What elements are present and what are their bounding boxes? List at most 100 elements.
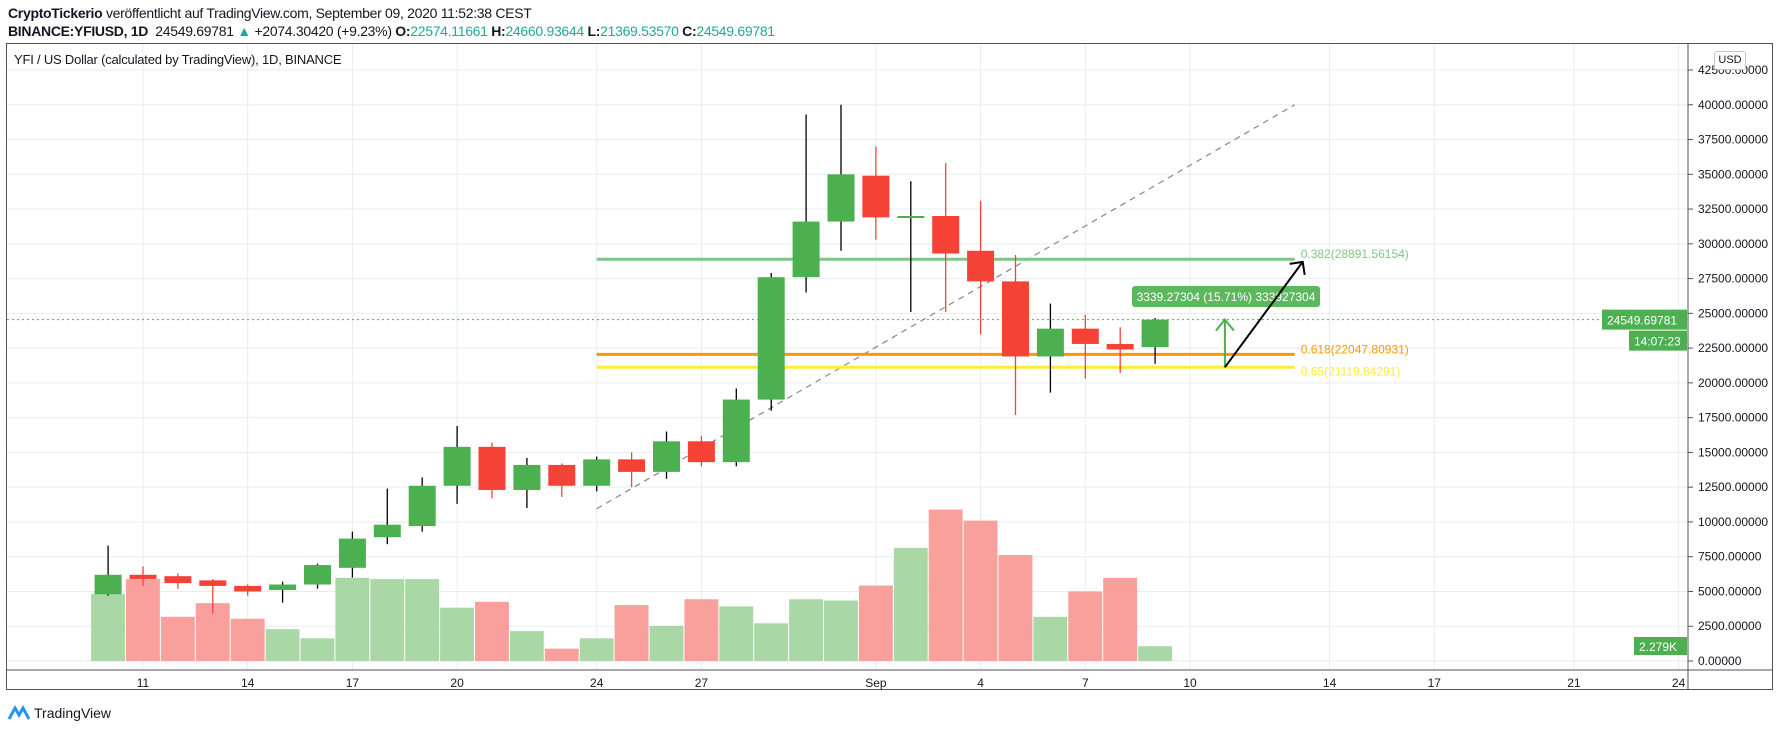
price-range-arrow-icon bbox=[1215, 318, 1235, 332]
volume-bar bbox=[789, 599, 823, 661]
volume-bar bbox=[928, 509, 963, 661]
candle-down bbox=[478, 446, 506, 490]
time-tick-label: 10 bbox=[1183, 676, 1197, 690]
candle-down bbox=[1106, 343, 1134, 350]
price-tick-label: 25000.00000 bbox=[1698, 306, 1768, 320]
volume-bar bbox=[893, 547, 928, 661]
candle-up bbox=[827, 174, 855, 222]
countdown-badge bbox=[1629, 330, 1687, 351]
chart-frame[interactable] bbox=[6, 43, 1773, 690]
volume-bar bbox=[370, 579, 405, 661]
price-tick-label: 10000.00000 bbox=[1698, 515, 1768, 529]
open-value: 22574.11661 bbox=[410, 23, 488, 39]
price-tick-label: 7500.00000 bbox=[1698, 550, 1762, 564]
candle-up bbox=[443, 446, 471, 486]
time-tick-label: 14 bbox=[241, 676, 255, 690]
time-tick-label: 7 bbox=[1082, 676, 1089, 690]
last-price: 24549.69781 bbox=[155, 23, 234, 39]
price-tick-label: 30000.00000 bbox=[1698, 237, 1768, 251]
candle-up bbox=[583, 459, 611, 486]
time-tick-label: 24 bbox=[590, 676, 604, 690]
candle-down bbox=[164, 576, 192, 584]
fib-level-label: 0.382(28891.56154) bbox=[1301, 247, 1409, 261]
volume-bar bbox=[998, 555, 1033, 661]
time-tick-label: 17 bbox=[346, 676, 360, 690]
author-name[interactable]: CryptoTickerio bbox=[8, 5, 103, 21]
price-tick-label: 27500.00000 bbox=[1698, 272, 1768, 286]
chart-legend: YFI / US Dollar (calculated by TradingVi… bbox=[14, 52, 342, 67]
footer: TradingView bbox=[8, 705, 111, 721]
price-range-label: 3339.27304 (15.71%) 333927304 bbox=[1137, 290, 1316, 304]
volume-badge bbox=[1634, 637, 1687, 655]
candle-down bbox=[618, 459, 646, 472]
volume-bar bbox=[91, 594, 125, 661]
volume-bar bbox=[649, 625, 684, 661]
low-label: L: bbox=[587, 23, 601, 39]
currency-button[interactable]: USD bbox=[1714, 51, 1746, 70]
volume-bar bbox=[126, 579, 160, 661]
bar-countdown: 14:07:23 bbox=[1634, 335, 1681, 349]
fib-level-label: 0.618(22047.80931) bbox=[1301, 342, 1409, 356]
volume-bar bbox=[475, 601, 509, 661]
time-tick-label: 24 bbox=[1672, 676, 1686, 690]
candle-down bbox=[129, 574, 157, 579]
fib-level-label: 0.65(21119.84291) bbox=[1301, 364, 1401, 378]
time-tick-label: 11 bbox=[137, 676, 150, 690]
candle-down bbox=[932, 216, 960, 254]
close-value: 24549.69781 bbox=[696, 23, 775, 39]
price-tick-label: 37500.00000 bbox=[1698, 133, 1768, 147]
candle-up bbox=[722, 399, 750, 463]
open-label: O: bbox=[395, 23, 411, 39]
candle-up bbox=[513, 464, 541, 490]
candle-up bbox=[269, 584, 297, 591]
volume-axis-label: 2.279K bbox=[1639, 640, 1677, 654]
volume-bar bbox=[754, 623, 789, 661]
symbol-line: BINANCE:YFIUSD, 1D 24549.69781 ▲ +2074.3… bbox=[8, 23, 775, 39]
price-tick-label: 5000.00000 bbox=[1698, 584, 1762, 598]
volume-bar bbox=[858, 585, 893, 661]
candle-up bbox=[1141, 319, 1169, 348]
candle-up bbox=[792, 221, 820, 278]
volume-bar bbox=[265, 629, 300, 661]
time-tick-label: Sep bbox=[865, 676, 887, 690]
price-tick-label: 2500.00000 bbox=[1698, 619, 1762, 633]
price-tick-label: 17500.00000 bbox=[1698, 411, 1768, 425]
symbol: BINANCE:YFIUSD, 1D bbox=[8, 23, 149, 39]
candle-down bbox=[234, 585, 262, 592]
volume-bar bbox=[719, 606, 754, 661]
volume-bar bbox=[614, 605, 649, 661]
price-tick-label: 0.00000 bbox=[1698, 654, 1742, 668]
candle-up bbox=[94, 574, 122, 595]
candle-down bbox=[1002, 281, 1029, 357]
volume-bar bbox=[440, 607, 474, 661]
volume-bar bbox=[300, 638, 335, 661]
close-label: C: bbox=[682, 23, 697, 39]
volume-bar bbox=[1138, 646, 1172, 661]
price-tick-label: 12500.00000 bbox=[1698, 480, 1768, 494]
volume-bar bbox=[579, 638, 614, 661]
candle-down bbox=[548, 464, 576, 486]
volume-bar bbox=[230, 618, 265, 661]
brand-name[interactable]: TradingView bbox=[34, 705, 112, 721]
candle-down bbox=[199, 580, 227, 586]
projection-arrow bbox=[1224, 261, 1304, 368]
volume-bar bbox=[544, 648, 579, 661]
arrow-head-icon bbox=[1289, 260, 1306, 276]
high-value: 24660.93644 bbox=[505, 23, 584, 39]
volume-bar bbox=[405, 579, 440, 661]
price-tick-label: 40000.00000 bbox=[1698, 98, 1768, 112]
candle-up bbox=[338, 538, 366, 568]
time-tick-label: 20 bbox=[450, 676, 464, 690]
last-price-axis-label: 24549.69781 bbox=[1607, 314, 1677, 328]
tradingview-logo-icon bbox=[8, 705, 30, 720]
high-label: H: bbox=[491, 23, 506, 39]
time-tick-label: 14 bbox=[1323, 676, 1337, 690]
price-tick-label: 22500.00000 bbox=[1698, 341, 1768, 355]
time-tick-label: 4 bbox=[977, 676, 984, 690]
candle-down bbox=[967, 250, 995, 282]
publish-info: veröffentlicht auf TradingView.com, Sept… bbox=[105, 5, 532, 21]
time-tick-label: 27 bbox=[695, 676, 709, 690]
volume-bar bbox=[335, 577, 370, 661]
price-tick-label: 20000.00000 bbox=[1698, 376, 1768, 390]
